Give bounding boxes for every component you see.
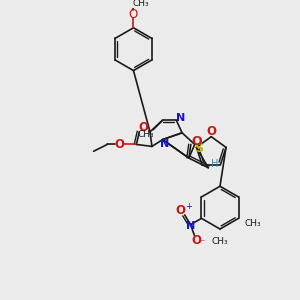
Text: ⁻: ⁻ [200, 238, 205, 248]
Text: CH₃: CH₃ [133, 0, 150, 8]
Text: N: N [186, 220, 195, 231]
Text: O: O [114, 138, 124, 151]
Text: O: O [176, 204, 186, 217]
Text: CH₃: CH₃ [212, 237, 228, 246]
Text: O: O [191, 135, 202, 148]
Text: O: O [206, 125, 216, 138]
Text: S: S [194, 142, 203, 155]
Text: O: O [129, 8, 138, 21]
Text: N: N [176, 113, 186, 123]
Text: CH₃: CH₃ [137, 130, 154, 139]
Text: H: H [212, 159, 219, 169]
Text: O: O [138, 122, 148, 134]
Text: N: N [160, 140, 169, 149]
Text: O: O [191, 234, 201, 247]
Text: CH₃: CH₃ [244, 219, 261, 228]
Text: +: + [185, 202, 192, 211]
